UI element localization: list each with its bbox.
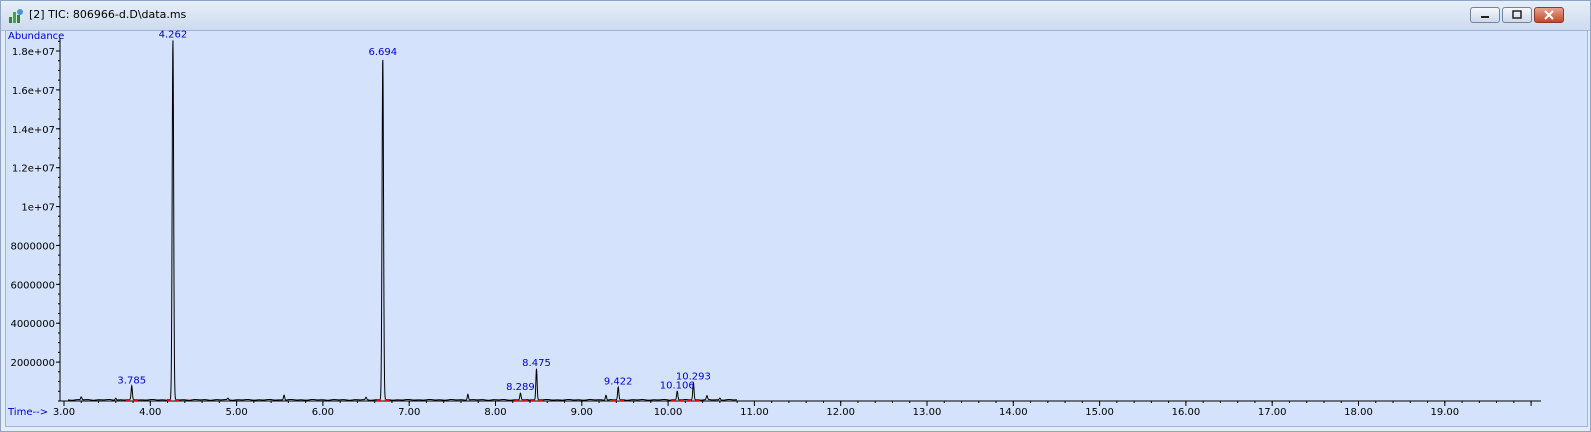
close-button[interactable] bbox=[1534, 7, 1564, 23]
restore-icon bbox=[1512, 10, 1522, 19]
close-icon bbox=[1544, 10, 1554, 20]
minimize-button[interactable] bbox=[1470, 7, 1500, 23]
minimize-icon bbox=[1481, 16, 1489, 18]
maximize-button[interactable] bbox=[1502, 7, 1532, 23]
window-title: [2] TIC: 806966-d.D\data.ms bbox=[29, 8, 187, 21]
chromatogram-plot-area[interactable] bbox=[5, 30, 1588, 427]
y-axis-label: Abundance bbox=[8, 31, 65, 42]
title-bar[interactable]: [2] TIC: 806966-d.D\data.ms bbox=[1, 1, 1590, 31]
chromatogram-app-icon bbox=[9, 9, 23, 23]
x-axis-label: Time--> bbox=[8, 407, 49, 418]
